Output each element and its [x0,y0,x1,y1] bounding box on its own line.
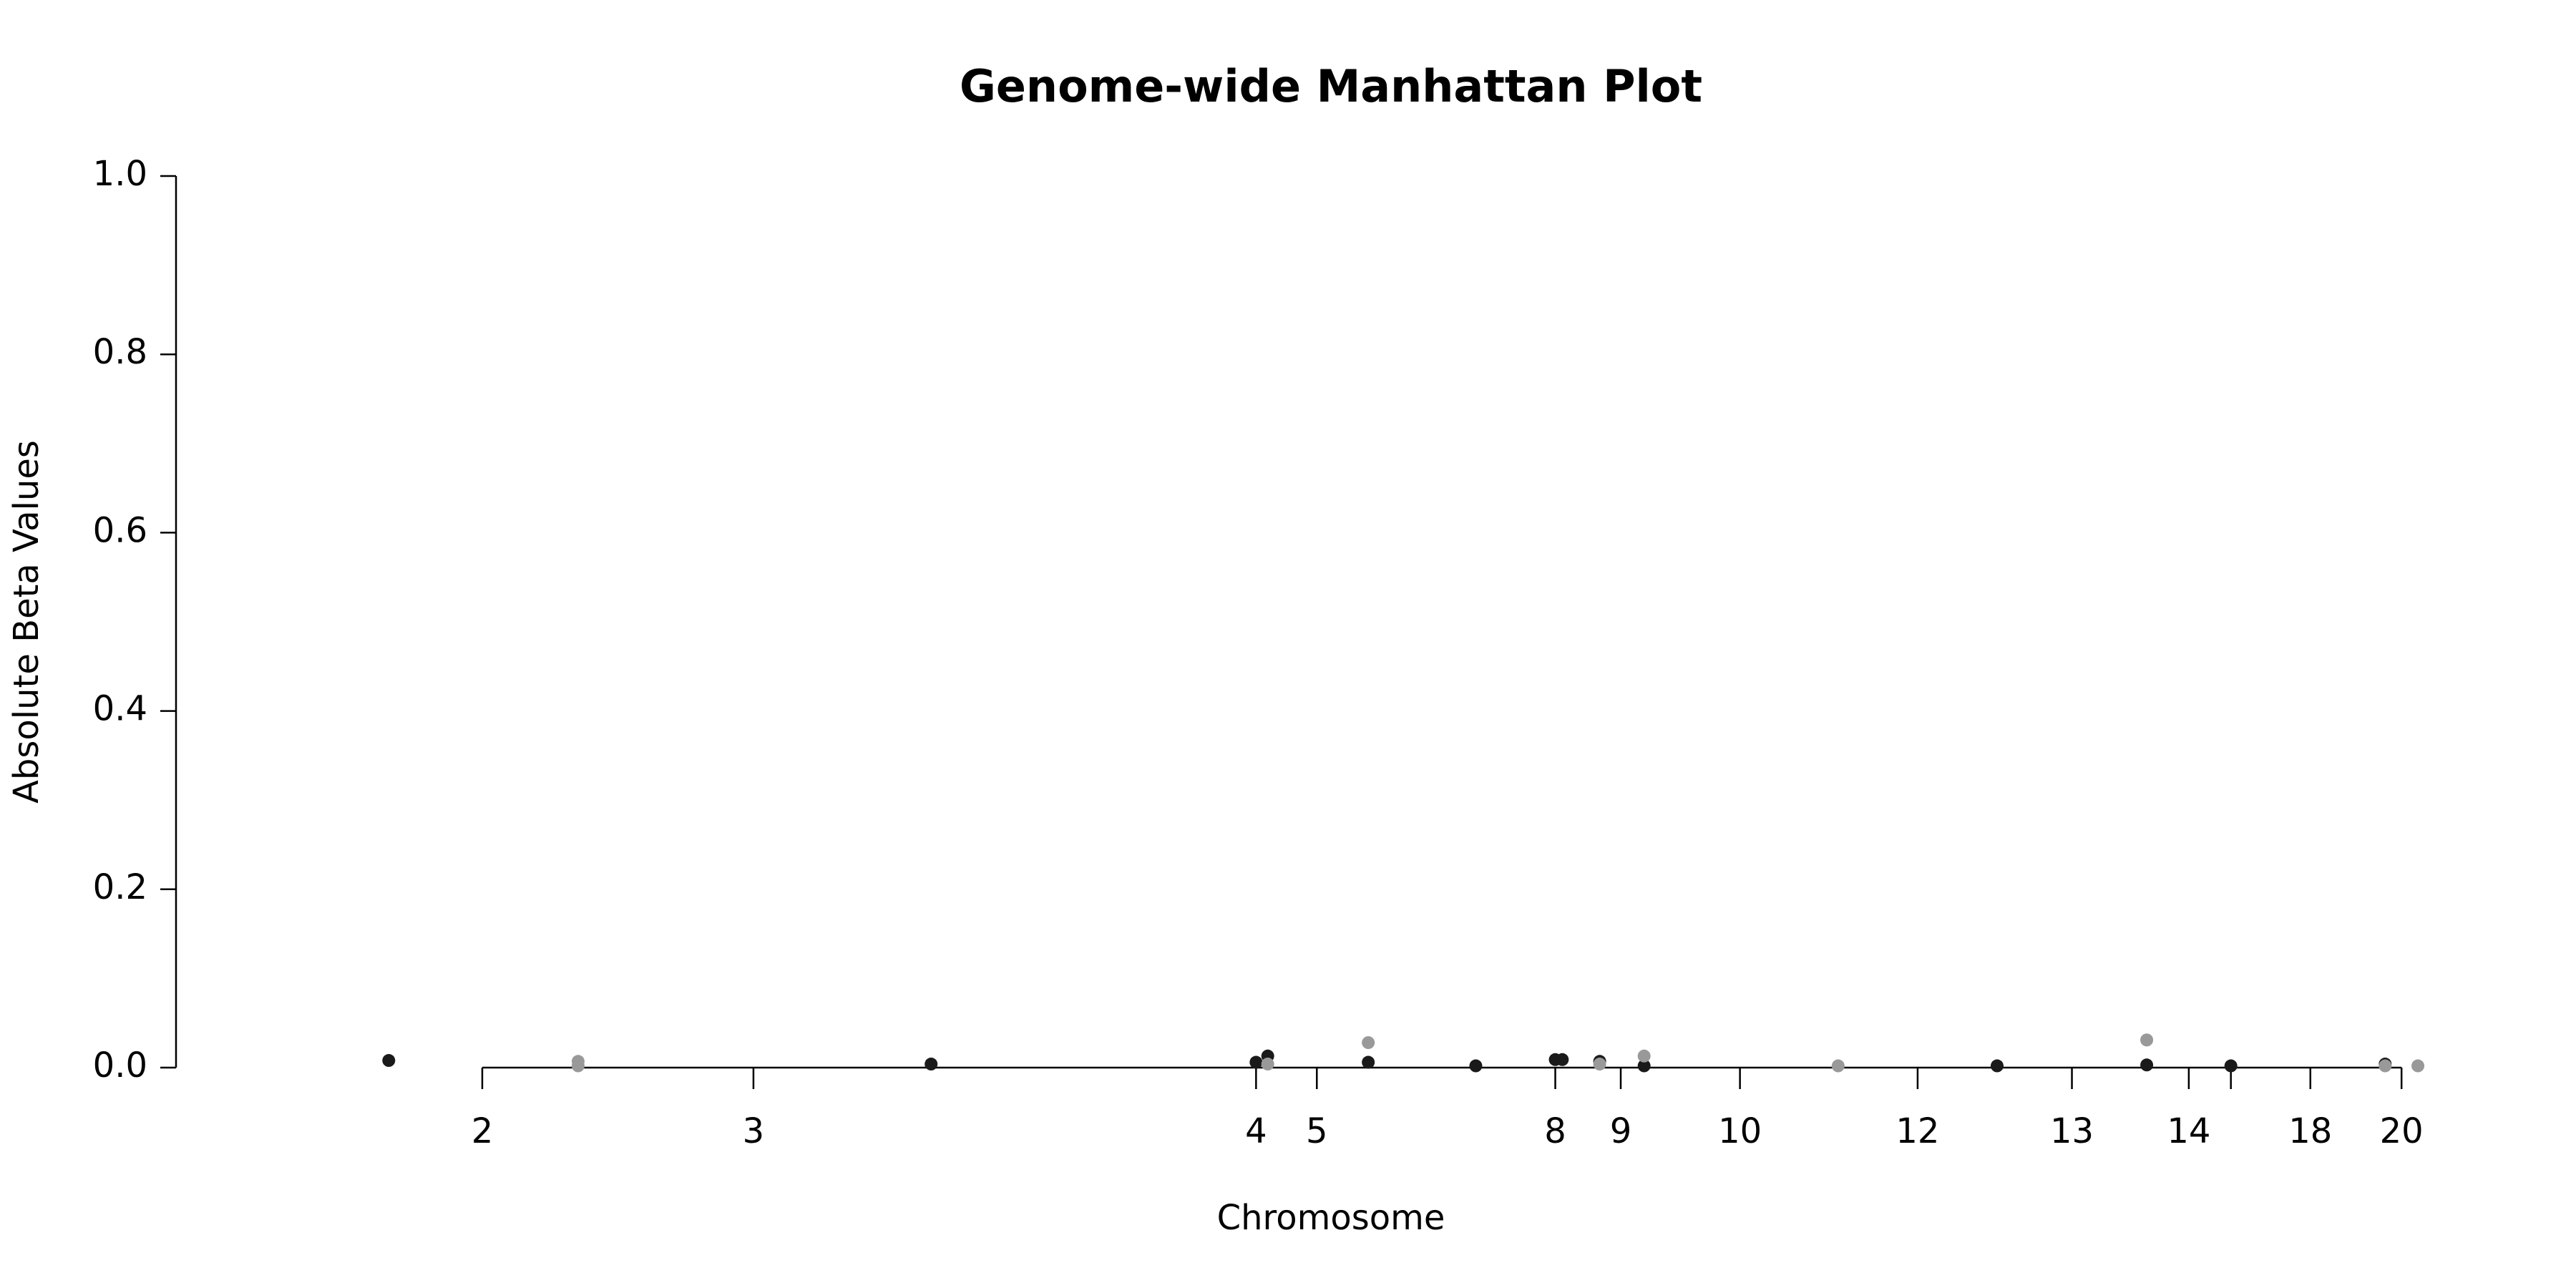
x-tick-label: 2 [472,1111,494,1151]
x-tick-label: 12 [1896,1111,1939,1151]
point [1990,1059,2004,1073]
point [1637,1059,1651,1073]
y-tick-label: 0.0 [93,1045,147,1085]
point [1593,1058,1606,1071]
point [1362,1055,1375,1069]
x-tick-label: 4 [1245,1111,1267,1151]
x-tick-label: 8 [1544,1111,1566,1151]
point [2140,1058,2154,1072]
x-axis-label: Chromosome [1217,1198,1445,1238]
x-tick-label: 20 [2380,1111,2424,1151]
point [1469,1059,1483,1073]
x-tick-label: 18 [2288,1111,2332,1151]
point [382,1054,396,1068]
y-tick-label: 0.4 [93,689,147,729]
x-tick-label: 9 [1610,1111,1632,1151]
point [571,1059,585,1073]
point [2379,1059,2392,1073]
x-tick-label: 13 [2050,1111,2094,1151]
point [1637,1049,1651,1063]
point [1362,1036,1375,1050]
x-tick-label: 3 [743,1111,765,1151]
point [1249,1055,1263,1069]
point [2411,1059,2425,1073]
y-tick-label: 0.8 [93,332,147,372]
x-tick-label: 10 [1718,1111,1762,1151]
point [2140,1033,2154,1047]
y-axis-label: Absolute Beta Values [6,440,47,804]
chart-title: Genome-wide Manhattan Plot [960,60,1702,112]
point [1556,1053,1569,1066]
y-tick-label: 1.0 [93,154,147,194]
x-tick-label: 5 [1306,1111,1328,1151]
y-tick-label: 0.6 [93,510,147,550]
point [924,1058,938,1071]
point [1261,1058,1274,1071]
y-tick-label: 0.2 [93,867,147,907]
x-tick-label: 14 [2167,1111,2210,1151]
point [1831,1059,1845,1073]
point [2224,1059,2238,1073]
